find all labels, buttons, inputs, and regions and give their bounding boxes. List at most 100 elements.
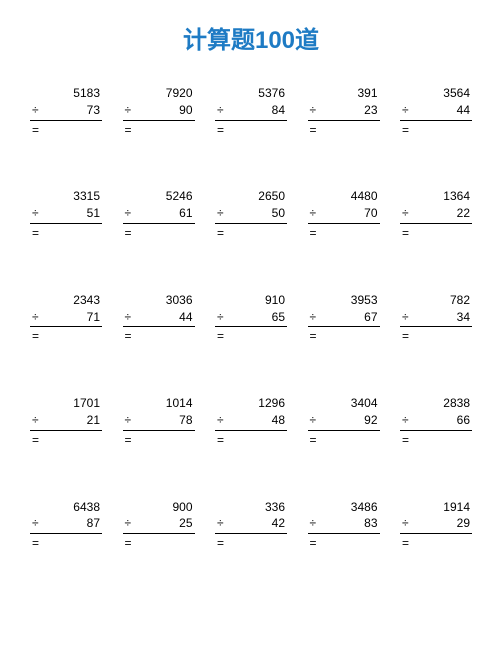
divisor: 66 xyxy=(457,412,472,429)
dividend: 3564 xyxy=(400,85,472,102)
equals: = xyxy=(215,224,287,242)
division-problem: 391÷ 23 = xyxy=(308,85,380,138)
equals: = xyxy=(123,534,195,552)
division-problem: 5376÷84= xyxy=(215,85,287,138)
divisor-line: ÷61 xyxy=(123,205,195,224)
operator: ÷ xyxy=(30,515,39,532)
divisor: 78 xyxy=(179,412,194,429)
dividend: 4480 xyxy=(308,188,380,205)
divisor: 42 xyxy=(272,515,287,532)
division-problem: 3036÷44= xyxy=(123,292,195,345)
division-problem: 3315÷51= xyxy=(30,188,102,241)
division-problem: 3953÷67= xyxy=(308,292,380,345)
equals: = xyxy=(215,327,287,345)
dividend: 3404 xyxy=(308,395,380,412)
division-problem: 782÷34= xyxy=(400,292,472,345)
operator: ÷ xyxy=(30,102,39,119)
worksheet-page: 计算题100道 5183÷73=7920÷90=5376÷84=391÷23=3… xyxy=(0,0,502,572)
dividend: 391 xyxy=(308,85,380,102)
division-problem: 1014÷78= xyxy=(123,395,195,448)
dividend: 1364 xyxy=(400,188,472,205)
dividend: 2343 xyxy=(30,292,102,309)
dividend: 3486 xyxy=(308,499,380,516)
equals: = xyxy=(123,327,195,345)
divisor-line: ÷70 xyxy=(308,205,380,224)
operator: ÷ xyxy=(308,412,317,429)
divisor-line: ÷51 xyxy=(30,205,102,224)
divisor: 21 xyxy=(87,412,102,429)
divisor-line: ÷71 xyxy=(30,309,102,328)
divisor-line: ÷ 42 xyxy=(215,515,287,534)
division-problem: 2343÷71= xyxy=(30,292,102,345)
operator: ÷ xyxy=(30,205,39,222)
divisor-line: ÷ 92 xyxy=(308,412,380,431)
operator: ÷ xyxy=(215,102,224,119)
operator: ÷ xyxy=(215,515,224,532)
division-problem: 7920÷90= xyxy=(123,85,195,138)
divisor-line: ÷67 xyxy=(308,309,380,328)
divisor: 90 xyxy=(179,102,194,119)
division-problem: 1296÷48= xyxy=(215,395,287,448)
division-problem: 3486÷83= xyxy=(308,499,380,552)
dividend: 2650 xyxy=(215,188,287,205)
divisor-line: ÷22 xyxy=(400,205,472,224)
operator: ÷ xyxy=(400,515,409,532)
dividend: 5376 xyxy=(215,85,287,102)
divisor-line: ÷ 44 xyxy=(123,309,195,328)
divisor: 23 xyxy=(364,102,379,119)
equals: = xyxy=(308,121,380,139)
dividend: 900 xyxy=(123,499,195,516)
equals: = xyxy=(30,327,102,345)
divisor-line: ÷65 xyxy=(215,309,287,328)
operator: ÷ xyxy=(123,102,132,119)
divisor: 44 xyxy=(457,102,472,119)
dividend: 782 xyxy=(400,292,472,309)
equals: = xyxy=(215,431,287,449)
division-problem: 336÷42= xyxy=(215,499,287,552)
equals: = xyxy=(308,431,380,449)
division-problem: 1701÷21= xyxy=(30,395,102,448)
operator: ÷ xyxy=(308,515,317,532)
division-problem: 2838÷66= xyxy=(400,395,472,448)
dividend: 1914 xyxy=(400,499,472,516)
dividend: 6438 xyxy=(30,499,102,516)
division-problem: 3564÷ 44 = xyxy=(400,85,472,138)
divisor: 92 xyxy=(364,412,379,429)
problem-row: 1701÷21=1014÷78=1296÷48=3404÷92=2838÷66= xyxy=(30,395,472,448)
dividend: 910 xyxy=(215,292,287,309)
divisor-line: ÷21 xyxy=(30,412,102,431)
problem-row: 6438÷87=900÷25=336÷42=3486÷83=1914÷29= xyxy=(30,499,472,552)
division-problem: 4480÷70= xyxy=(308,188,380,241)
divisor-line: ÷50 xyxy=(215,205,287,224)
problem-row: 2343÷71=3036÷44=910÷65=3953÷67=782÷34= xyxy=(30,292,472,345)
operator: ÷ xyxy=(30,309,39,326)
operator: ÷ xyxy=(123,309,132,326)
divisor: 73 xyxy=(87,102,102,119)
page-title: 计算题100道 xyxy=(30,20,472,55)
equals: = xyxy=(308,224,380,242)
equals: = xyxy=(30,431,102,449)
dividend: 3315 xyxy=(30,188,102,205)
operator: ÷ xyxy=(400,102,409,119)
divisor: 87 xyxy=(87,515,102,532)
dividend: 3953 xyxy=(308,292,380,309)
divisor: 83 xyxy=(364,515,379,532)
dividend: 7920 xyxy=(123,85,195,102)
divisor: 67 xyxy=(364,309,379,326)
problem-row: 3315÷51=5246÷61=2650÷50=4480÷70=1364÷22= xyxy=(30,188,472,241)
divisor: 61 xyxy=(179,205,194,222)
divisor: 44 xyxy=(179,309,194,326)
divisor-line: ÷ 29 xyxy=(400,515,472,534)
division-problem: 910÷65= xyxy=(215,292,287,345)
divisor-line: ÷48 xyxy=(215,412,287,431)
operator: ÷ xyxy=(308,102,317,119)
division-problem: 5246÷61= xyxy=(123,188,195,241)
divisor: 22 xyxy=(457,205,472,222)
equals: = xyxy=(400,121,472,139)
division-problem: 1364÷22= xyxy=(400,188,472,241)
equals: = xyxy=(30,224,102,242)
divisor: 65 xyxy=(272,309,287,326)
division-problem: 3404÷ 92 = xyxy=(308,395,380,448)
divisor: 29 xyxy=(457,515,472,532)
equals: = xyxy=(215,534,287,552)
